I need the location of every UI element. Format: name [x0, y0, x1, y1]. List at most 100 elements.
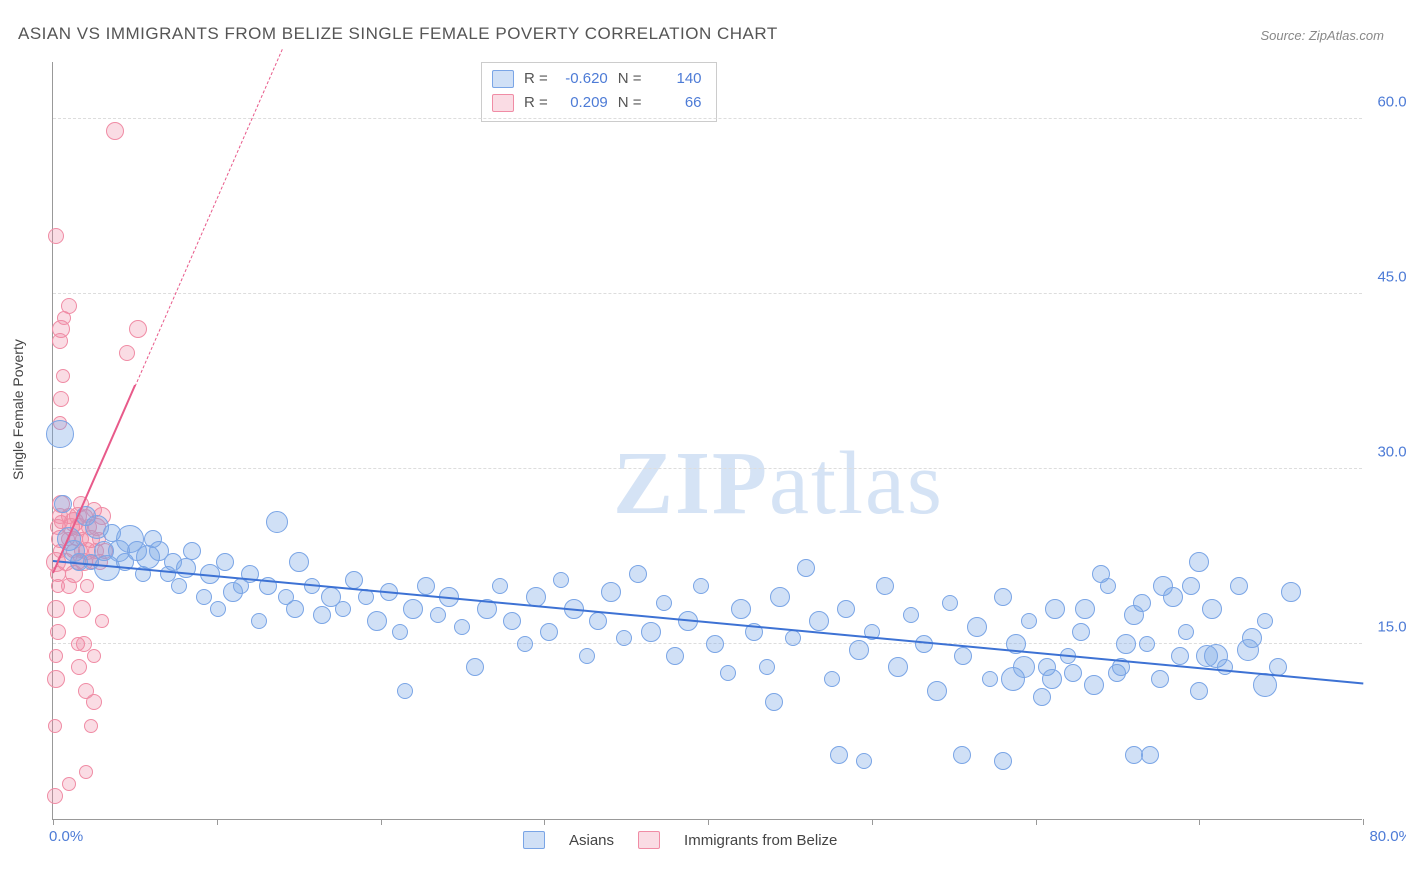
data-point-asians: [849, 640, 869, 660]
x-tick-mark: [53, 819, 54, 825]
gridline: [53, 293, 1362, 294]
data-point-asians: [1189, 552, 1209, 572]
swatch-belize: [492, 94, 514, 112]
data-point-belize: [106, 122, 124, 140]
data-point-asians: [1125, 746, 1143, 764]
data-point-asians: [196, 589, 212, 605]
data-point-asians: [1133, 594, 1151, 612]
data-point-asians: [367, 611, 387, 631]
data-point-asians: [1084, 675, 1104, 695]
data-point-belize: [80, 579, 94, 593]
data-point-asians: [1116, 634, 1136, 654]
data-point-belize: [53, 391, 69, 407]
stats-n-label: N =: [618, 91, 642, 115]
watermark: ZIPatlas: [613, 432, 944, 535]
data-point-asians: [1045, 599, 1065, 619]
data-point-asians: [765, 693, 783, 711]
data-point-belize: [47, 670, 65, 688]
data-point-belize: [50, 624, 66, 640]
x-tick-mark: [708, 819, 709, 825]
data-point-asians: [1253, 673, 1277, 697]
data-point-asians: [797, 559, 815, 577]
legend-label-belize: Immigrants from Belize: [684, 832, 837, 849]
data-point-asians: [953, 746, 971, 764]
data-point-asians: [770, 587, 790, 607]
data-point-asians: [266, 511, 288, 533]
data-point-asians: [706, 635, 724, 653]
data-point-belize: [48, 228, 64, 244]
data-point-belize: [84, 719, 98, 733]
data-point-asians: [313, 606, 331, 624]
y-tick-label: 15.0%: [1377, 619, 1406, 636]
data-point-asians: [251, 613, 267, 629]
data-point-belize: [119, 345, 135, 361]
data-point-asians: [809, 611, 829, 631]
stats-r-label: R =: [524, 91, 548, 115]
watermark-rest: atlas: [769, 434, 944, 533]
data-point-belize: [95, 614, 109, 628]
data-point-asians: [1182, 577, 1200, 595]
stats-r-value-belize: 0.209: [558, 91, 608, 115]
gridline: [53, 468, 1362, 469]
data-point-asians: [286, 600, 304, 618]
data-point-asians: [54, 495, 72, 513]
y-tick-label: 30.0%: [1377, 444, 1406, 461]
data-point-asians: [1257, 613, 1273, 629]
data-point-asians: [903, 607, 919, 623]
data-point-asians: [616, 630, 632, 646]
data-point-asians: [1217, 659, 1233, 675]
data-point-asians: [171, 578, 187, 594]
data-point-asians: [1100, 578, 1116, 594]
data-point-asians: [392, 624, 408, 640]
data-point-asians: [666, 647, 684, 665]
plot-area: ZIPatlas R = -0.620 N = 140 R = 0.209 N …: [52, 62, 1362, 820]
data-point-asians: [503, 612, 521, 630]
data-point-asians: [1033, 688, 1051, 706]
data-point-asians: [601, 582, 621, 602]
data-point-asians: [553, 572, 569, 588]
data-point-belize: [79, 765, 93, 779]
data-point-asians: [540, 623, 558, 641]
stats-n-label: N =: [618, 67, 642, 91]
x-axis-max-label: 80.0%: [1369, 828, 1406, 845]
data-point-asians: [1178, 624, 1194, 640]
source-prefix: Source:: [1260, 28, 1308, 43]
data-point-asians: [403, 599, 423, 619]
data-point-asians: [345, 571, 363, 589]
data-point-asians: [1075, 599, 1095, 619]
data-point-belize: [48, 719, 62, 733]
data-point-belize: [86, 694, 102, 710]
data-point-asians: [589, 612, 607, 630]
data-point-asians: [1281, 582, 1301, 602]
data-point-asians: [1202, 599, 1222, 619]
swatch-asians: [492, 70, 514, 88]
correlation-stats-box: R = -0.620 N = 140 R = 0.209 N = 66: [481, 62, 717, 122]
chart-title: ASIAN VS IMMIGRANTS FROM BELIZE SINGLE F…: [18, 24, 778, 44]
x-tick-mark: [1036, 819, 1037, 825]
data-point-asians: [492, 578, 508, 594]
data-point-asians: [785, 630, 801, 646]
data-point-asians: [641, 622, 661, 642]
data-point-asians: [837, 600, 855, 618]
legend: Asians Immigrants from Belize: [523, 831, 837, 849]
data-point-asians: [759, 659, 775, 675]
data-point-asians: [1021, 613, 1037, 629]
legend-label-asians: Asians: [569, 832, 614, 849]
data-point-asians: [656, 595, 672, 611]
data-point-asians: [466, 658, 484, 676]
data-point-asians: [888, 657, 908, 677]
data-point-belize: [71, 659, 87, 675]
data-point-asians: [183, 542, 201, 560]
data-point-asians: [1190, 682, 1208, 700]
data-point-asians: [517, 636, 533, 652]
data-point-asians: [1042, 669, 1062, 689]
data-point-asians: [693, 578, 709, 594]
data-point-asians: [1141, 746, 1159, 764]
data-point-asians: [1242, 628, 1262, 648]
data-point-asians: [994, 752, 1012, 770]
data-point-belize: [47, 788, 63, 804]
watermark-bold: ZIP: [613, 434, 769, 533]
data-point-belize: [56, 369, 70, 383]
data-point-belize: [87, 649, 101, 663]
data-point-asians: [430, 607, 446, 623]
